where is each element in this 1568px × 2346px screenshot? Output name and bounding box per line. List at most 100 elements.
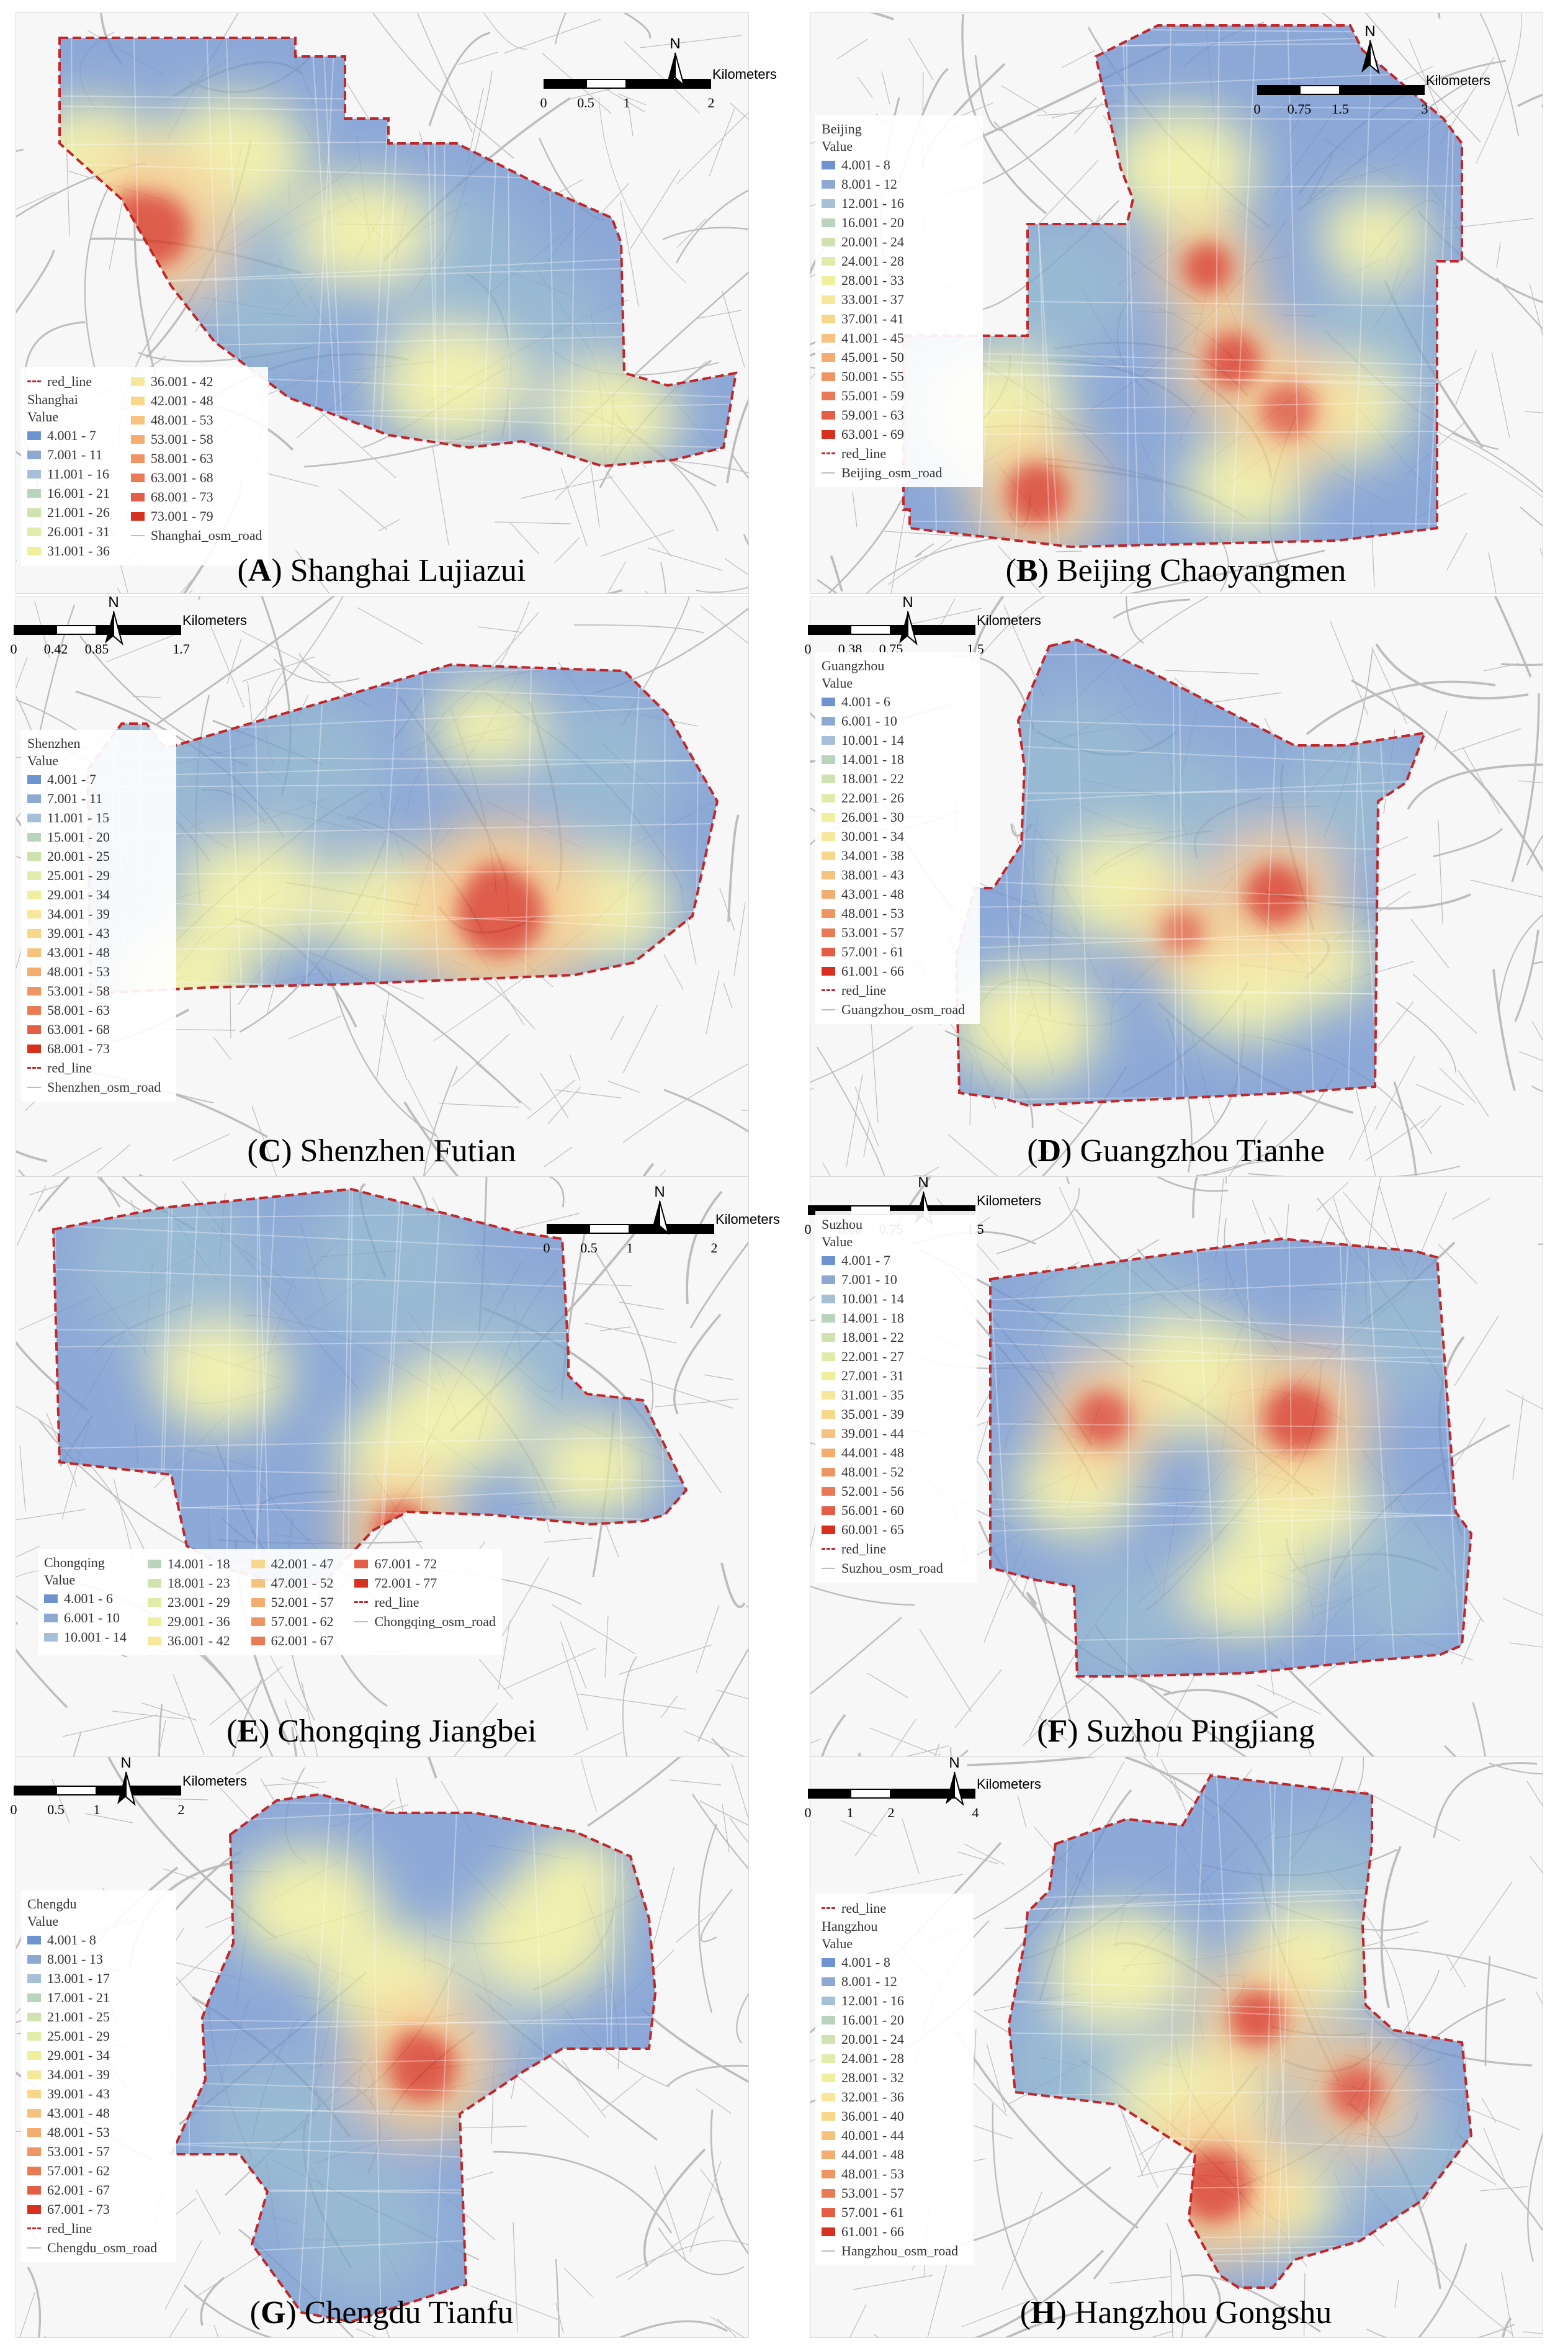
north-arrow-shape xyxy=(666,52,685,87)
legend-class-item: 7.001 - 10 xyxy=(822,1270,970,1289)
legend-class-label: 57.001 - 62 xyxy=(47,2163,110,2178)
legend-swatch xyxy=(27,2185,41,2195)
legend-class-label: 48.001 - 52 xyxy=(841,1464,904,1480)
legend-swatch xyxy=(822,1333,835,1342)
legend-class-label: 34.001 - 38 xyxy=(841,848,904,863)
legend-class-item: 29.001 - 36 xyxy=(147,1612,230,1631)
legend-class-item: 20.001 - 24 xyxy=(822,2029,967,2049)
legend-class-item: 53.001 - 58 xyxy=(27,981,170,1000)
red-line-boundary xyxy=(1007,1774,1473,2289)
legend-swatch xyxy=(27,1935,41,1944)
legend-class-label: 72.001 - 77 xyxy=(374,1575,437,1591)
north-arrow-shape xyxy=(117,1771,136,1806)
scale-segment xyxy=(589,1224,630,1234)
scale-segment xyxy=(14,1786,56,1795)
legend-swatch xyxy=(822,353,835,362)
legend-swatch xyxy=(822,2054,835,2063)
legend-swatch xyxy=(27,852,41,861)
legend-red-line-label: red_line xyxy=(841,1541,887,1557)
legend-swatch xyxy=(130,473,145,482)
legend-swatch xyxy=(822,2188,835,2198)
legend-class-label: 43.001 - 48 xyxy=(841,886,904,902)
legend-class-label: 59.001 - 63 xyxy=(841,407,904,423)
legend-class-label: 61.001 - 66 xyxy=(841,2224,904,2239)
legend-class-item: 25.001 - 29 xyxy=(27,866,170,885)
scale-tick-label: 2 xyxy=(887,1805,895,1820)
legend-swatch xyxy=(822,199,835,208)
legend-class-label: 62.001 - 67 xyxy=(271,1633,334,1648)
legend-road-label: Hangzhou_osm_road xyxy=(841,2243,959,2258)
legend-class-label: 10.001 - 14 xyxy=(841,732,904,748)
legend-class-label: 6.001 - 10 xyxy=(841,713,897,729)
legend-swatch xyxy=(130,511,145,521)
legend-swatch xyxy=(27,928,41,938)
legend-class-label: 73.001 - 79 xyxy=(150,508,213,524)
legend-class-label: 10.001 - 14 xyxy=(841,1291,904,1306)
legend-swatch xyxy=(27,1005,41,1015)
heatmap-map[interactable] xyxy=(16,13,748,593)
legend-class-item: 22.001 - 27 xyxy=(822,1347,970,1366)
heatmap-map[interactable] xyxy=(810,596,1543,1177)
legend-class-item: 4.001 - 8 xyxy=(27,1930,170,1949)
north-label: N xyxy=(949,1755,960,1771)
legend-swatch xyxy=(27,775,41,784)
legend-swatch xyxy=(822,179,835,189)
legend-class-label: 22.001 - 27 xyxy=(841,1349,904,1364)
panel-title: ) Hangzhou Gongshu xyxy=(1055,2295,1332,2330)
legend-swatch xyxy=(822,1275,835,1284)
legend-class-label: 14.001 - 18 xyxy=(841,1310,904,1326)
legend-class-item: 18.001 - 22 xyxy=(822,1328,970,1347)
legend-class-item: 40.001 - 44 xyxy=(822,2126,967,2145)
map-legend: red_line Shanghai Value 4.001 - 7 7.001 - 11… xyxy=(21,367,269,565)
legend-swatch xyxy=(27,546,41,555)
legend-swatch xyxy=(27,488,41,498)
legend-swatch xyxy=(822,276,835,285)
legend-class-item: 4.001 - 7 xyxy=(822,1251,970,1270)
legend-class-item: 8.001 - 12 xyxy=(822,1972,967,1991)
north-label: N xyxy=(670,35,681,52)
legend-class-label: 27.001 - 31 xyxy=(841,1368,904,1383)
legend-class-item: 34.001 - 39 xyxy=(27,904,170,924)
panel-hangzhou-gongshu: 0 1 2 4 Kilometers N red_line Hangzhou Value 4.… xyxy=(805,1755,1543,2338)
legend-class-item: 16.001 - 21 xyxy=(27,483,110,503)
panel-caption: (E) Chongqing Jiangbei xyxy=(226,1714,537,1749)
north-arrow-icon: N xyxy=(100,594,127,649)
legend-swatch xyxy=(822,237,835,246)
legend-class-label: 36.001 - 40 xyxy=(841,2108,904,2124)
legend-swatch xyxy=(822,1467,835,1476)
legend-class-item: 23.001 - 29 xyxy=(147,1593,230,1612)
legend-swatch xyxy=(822,2169,835,2178)
legend-swatch xyxy=(130,396,145,405)
panel-guangzhou-tianhe: 0 0.38 0.75 1.5 Kilometers N Guangzhou Value 4… xyxy=(805,594,1543,1177)
legend-swatch xyxy=(27,2031,41,2041)
legend-title: Beijing xyxy=(822,121,862,137)
legend-class-label: 7.001 - 10 xyxy=(841,1272,897,1287)
legend-class-item: 4.001 - 8 xyxy=(822,155,977,174)
legend-class-label: 53.001 - 57 xyxy=(47,2144,110,2159)
legend-value-label: Value xyxy=(27,409,59,425)
scale-unit-label: Kilometers xyxy=(182,613,247,628)
legend-class-label: 8.001 - 12 xyxy=(841,176,897,192)
legend-class-label: 42.001 - 48 xyxy=(150,393,213,408)
legend-class-label: 62.001 - 67 xyxy=(47,2182,110,2198)
scale-tick-label: 0.85 xyxy=(84,641,109,657)
north-arrow-icon: N xyxy=(894,594,921,649)
panel-letter: A xyxy=(248,553,272,588)
legend-swatch xyxy=(822,2227,835,2236)
legend-swatch xyxy=(27,2108,41,2118)
heatmap-map[interactable] xyxy=(16,1177,748,1757)
legend-swatch xyxy=(822,1448,835,1457)
legend-class-label: 44.001 - 48 xyxy=(841,1445,904,1460)
legend-class-label: 22.001 - 26 xyxy=(841,790,904,806)
panel-caption: (A) Shanghai Lujiazui xyxy=(237,553,526,588)
legend-swatch xyxy=(147,1598,161,1607)
scale-tick-label: 1.5 xyxy=(1332,101,1349,117)
legend-swatch xyxy=(822,410,835,420)
scale-tick-label: 1 xyxy=(846,1805,854,1820)
legend-class-label: 58.001 - 63 xyxy=(47,1002,110,1018)
legend-class-label: 18.001 - 22 xyxy=(841,771,904,786)
legend-value-label: Value xyxy=(822,138,853,154)
legend-class-label: 48.001 - 53 xyxy=(150,412,213,428)
panel-letter: D xyxy=(1037,1133,1062,1169)
legend-class-label: 42.001 - 47 xyxy=(271,1556,334,1571)
